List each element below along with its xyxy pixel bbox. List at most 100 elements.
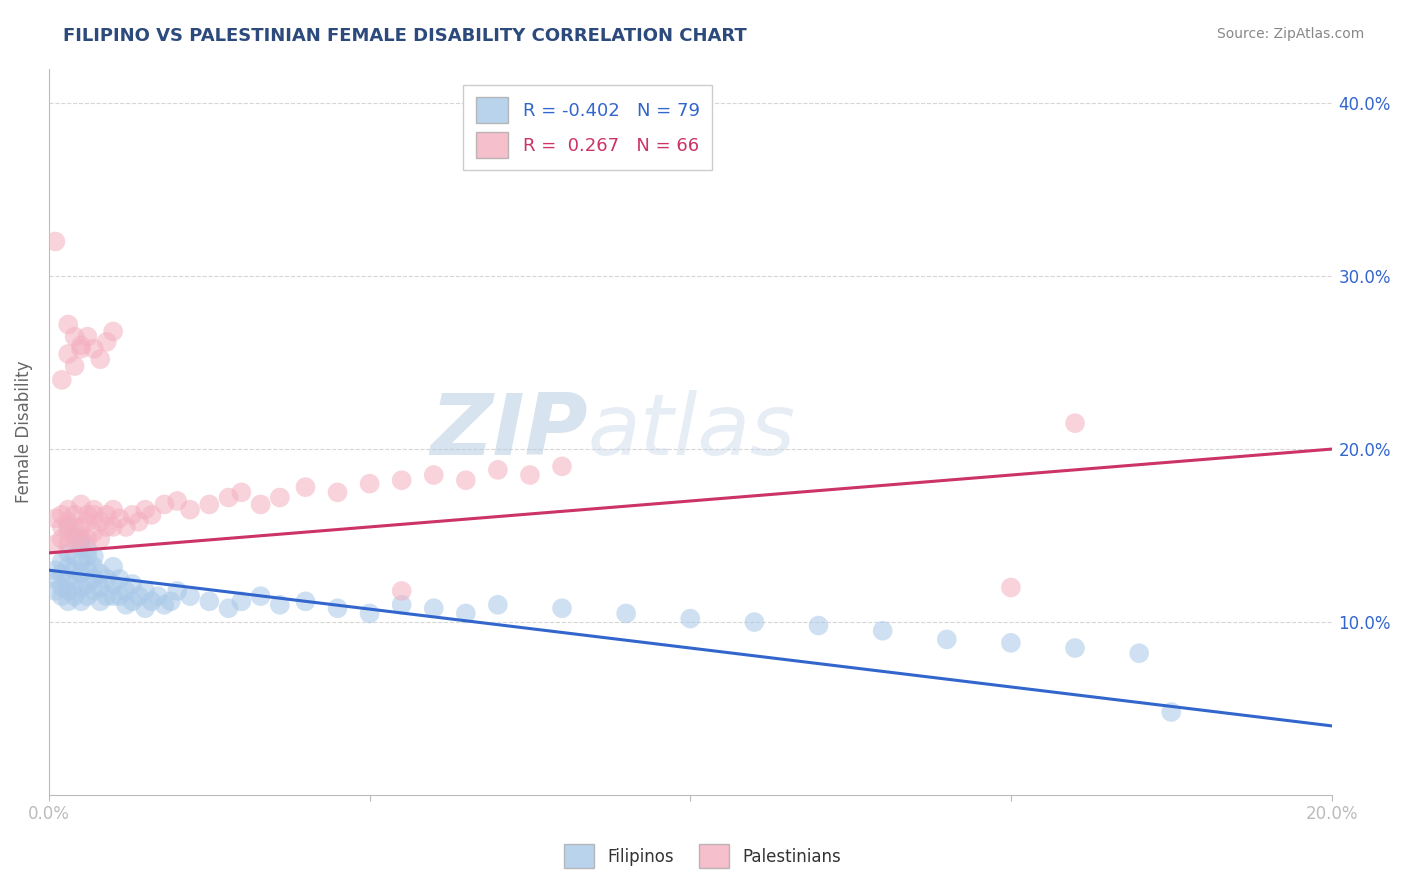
Point	[58, 583, 80, 598]
Text: ZIP: ZIP	[430, 391, 588, 474]
Point	[58, 525, 80, 540]
Point	[58, 318, 80, 332]
Legend: R = -0.402   N = 79, R =  0.267   N = 66: R = -0.402 N = 79, R = 0.267 N = 66	[463, 85, 713, 170]
Point	[101, 325, 124, 339]
Point	[83, 508, 105, 522]
Point	[89, 352, 111, 367]
Point	[807, 618, 830, 632]
Point	[166, 494, 188, 508]
Point	[1064, 416, 1087, 430]
Point	[51, 508, 73, 522]
Point	[76, 577, 98, 591]
Point	[294, 480, 316, 494]
Point	[269, 598, 291, 612]
Point	[70, 520, 93, 534]
Point	[101, 502, 124, 516]
Point	[63, 549, 86, 564]
Point	[51, 589, 73, 603]
Point	[83, 583, 105, 598]
Point	[249, 498, 271, 512]
Point	[1160, 705, 1182, 719]
Point	[359, 476, 381, 491]
Point	[76, 532, 98, 546]
Point	[83, 572, 105, 586]
Point	[359, 607, 381, 621]
Point	[391, 598, 413, 612]
Point	[179, 502, 201, 516]
Point	[44, 537, 66, 551]
Point	[63, 577, 86, 591]
Point	[141, 594, 163, 608]
Point	[141, 508, 163, 522]
Point	[294, 594, 316, 608]
Point	[63, 528, 86, 542]
Point	[422, 601, 444, 615]
Point	[70, 581, 93, 595]
Point	[70, 498, 93, 512]
Point	[519, 468, 541, 483]
Point	[101, 520, 124, 534]
Point	[51, 520, 73, 534]
Point	[391, 583, 413, 598]
Point	[326, 601, 349, 615]
Point	[83, 559, 105, 574]
Point	[872, 624, 894, 638]
Point	[70, 566, 93, 581]
Point	[63, 563, 86, 577]
Point	[1128, 646, 1150, 660]
Point	[115, 598, 138, 612]
Point	[551, 601, 574, 615]
Point	[76, 515, 98, 529]
Legend: Filipinos, Palestinians: Filipinos, Palestinians	[558, 838, 848, 875]
Point	[121, 508, 143, 522]
Point	[153, 598, 176, 612]
Point	[269, 491, 291, 505]
Point	[159, 594, 181, 608]
Point	[121, 594, 143, 608]
Point	[249, 589, 271, 603]
Point	[166, 583, 188, 598]
Y-axis label: Female Disability: Female Disability	[15, 360, 32, 503]
Point	[51, 532, 73, 546]
Point	[134, 583, 156, 598]
Point	[58, 537, 80, 551]
Point	[70, 594, 93, 608]
Point	[63, 589, 86, 603]
Point	[391, 473, 413, 487]
Point	[744, 615, 766, 629]
Point	[58, 502, 80, 516]
Point	[218, 491, 240, 505]
Point	[614, 607, 637, 621]
Point	[63, 508, 86, 522]
Point	[179, 589, 201, 603]
Point	[89, 532, 111, 546]
Point	[231, 594, 253, 608]
Point	[44, 235, 66, 249]
Point	[96, 589, 118, 603]
Point	[101, 559, 124, 574]
Point	[486, 598, 509, 612]
Point	[76, 542, 98, 557]
Point	[70, 342, 93, 356]
Point	[1064, 640, 1087, 655]
Point	[51, 373, 73, 387]
Point	[101, 589, 124, 603]
Text: FILIPINO VS PALESTINIAN FEMALE DISABILITY CORRELATION CHART: FILIPINO VS PALESTINIAN FEMALE DISABILIT…	[63, 27, 747, 45]
Point	[83, 525, 105, 540]
Point	[70, 338, 93, 352]
Point	[83, 502, 105, 516]
Point	[679, 612, 702, 626]
Point	[51, 555, 73, 569]
Point	[83, 342, 105, 356]
Point	[486, 463, 509, 477]
Point	[108, 589, 131, 603]
Text: Source: ZipAtlas.com: Source: ZipAtlas.com	[1216, 27, 1364, 41]
Point	[89, 581, 111, 595]
Point	[63, 359, 86, 373]
Point	[115, 520, 138, 534]
Point	[115, 583, 138, 598]
Point	[935, 632, 957, 647]
Point	[58, 594, 80, 608]
Point	[70, 537, 93, 551]
Point	[198, 594, 221, 608]
